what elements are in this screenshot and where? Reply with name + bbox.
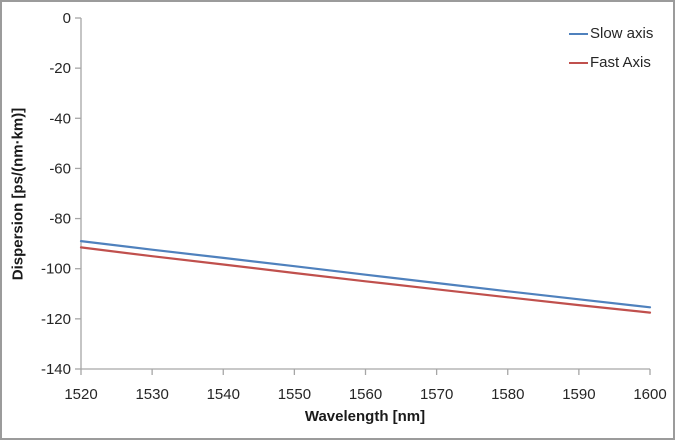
legend-item-fast-axis: Fast Axis (569, 48, 653, 77)
x-tick-label: 1520 (64, 386, 97, 403)
slow-axis-line-swatch (569, 32, 588, 35)
y-tick-label: 0 (63, 10, 71, 27)
y-axis-title: Dispersion [ps/(nm·km)] (9, 107, 27, 281)
y-tick-label: -20 (49, 60, 71, 77)
x-tick-label: 1590 (562, 386, 595, 403)
x-tick-label: 1550 (278, 386, 311, 403)
x-tick-label: 1580 (491, 386, 524, 403)
legend-label-slow-axis: Slow axis (590, 25, 654, 42)
y-tick-label: -80 (49, 211, 71, 228)
series-line-fast-axis (79, 246, 652, 314)
x-tick-label: 1600 (633, 386, 666, 403)
x-tick-label: 1560 (349, 386, 382, 403)
x-axis-title: Wavelength [nm] (304, 408, 426, 425)
legend: Slow axis Fast Axis (569, 19, 653, 77)
x-tick-label: 1540 (207, 386, 240, 403)
legend-item-slow-axis: Slow axis (569, 19, 653, 48)
y-tick-label: -100 (41, 261, 71, 278)
y-tick-label: -40 (49, 110, 71, 127)
y-tick-label: -60 (49, 160, 71, 177)
series-line-slow-axis (79, 240, 652, 309)
fast-axis-line-swatch (569, 61, 588, 64)
x-tick-label: 1570 (420, 386, 453, 403)
y-tick-label: -140 (41, 361, 71, 378)
x-tick-label: 1530 (135, 386, 168, 403)
y-tick-label: -120 (41, 311, 71, 328)
legend-label-fast-axis: Fast Axis (590, 54, 651, 71)
